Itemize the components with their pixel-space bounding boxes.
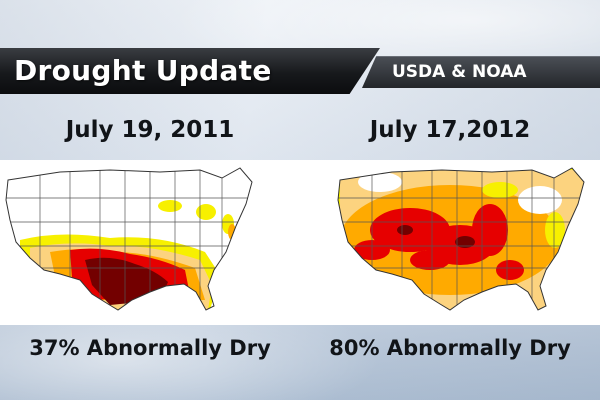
drought-map-2011: [0, 160, 300, 325]
page-title: Drought Update: [14, 54, 272, 87]
source-label: USDA & NOAA: [392, 62, 527, 82]
stat-2011: 37% Abnormally Dry: [29, 336, 271, 360]
stat-2012: 80% Abnormally Dry: [329, 336, 571, 360]
header-bar: Drought Update USDA & NOAA: [0, 48, 600, 94]
us-map-2012: [337, 167, 585, 311]
drought-map-2012: [300, 160, 600, 325]
title-banner: Drought Update: [0, 48, 380, 94]
source-banner: USDA & NOAA: [362, 56, 600, 88]
us-map-2011: [5, 167, 253, 311]
date-2011: July 19, 2011: [65, 117, 235, 143]
date-2012: July 17,2012: [369, 117, 531, 143]
